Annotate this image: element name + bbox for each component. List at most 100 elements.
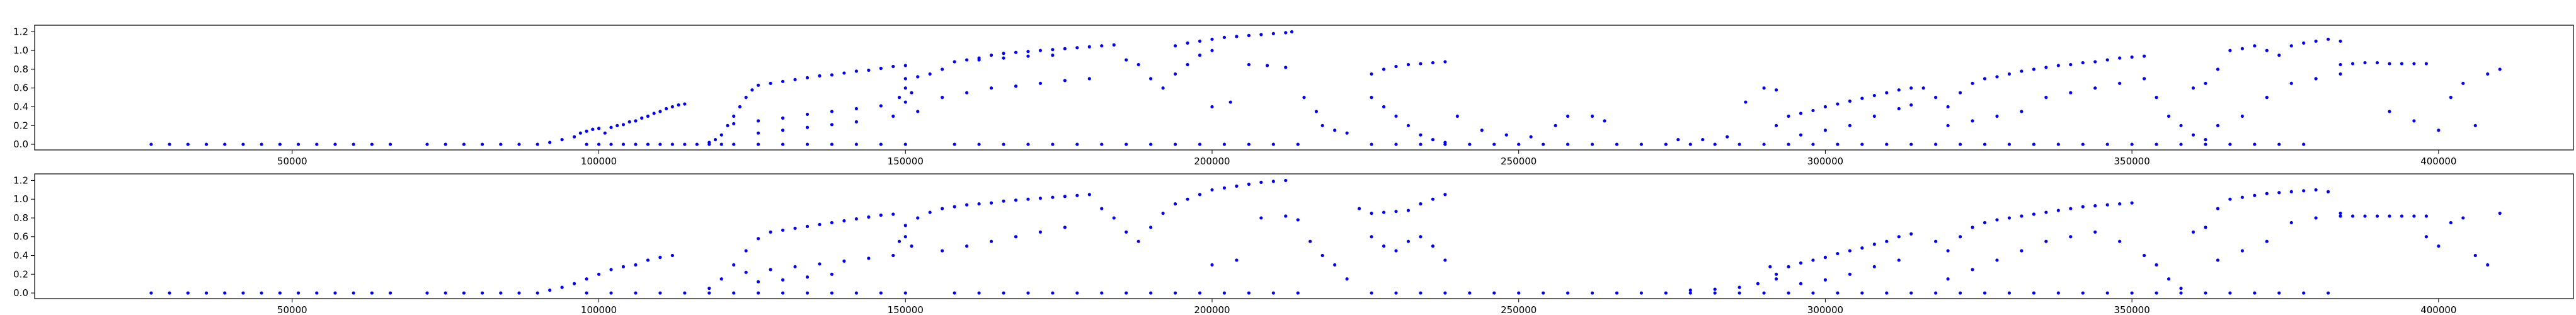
data-point [1934, 291, 1938, 295]
data-point [1946, 249, 1950, 253]
data-point [1443, 142, 1447, 146]
data-point [2204, 142, 2207, 146]
data-point [2412, 214, 2416, 218]
data-point [1971, 226, 1974, 229]
data-point [2400, 214, 2404, 218]
data-point [535, 291, 539, 295]
data-point [903, 64, 907, 67]
data-point [2093, 230, 2097, 234]
data-point [1228, 100, 1232, 104]
data-point [2105, 58, 2109, 62]
data-point [2228, 49, 2232, 52]
data-point [891, 114, 895, 118]
data-point [1063, 195, 1067, 198]
data-point [818, 74, 821, 77]
data-point [1971, 81, 1974, 85]
data-point [652, 112, 656, 115]
data-point [781, 142, 785, 146]
data-point [683, 102, 687, 106]
data-point [879, 142, 883, 146]
data-point [609, 268, 613, 272]
data-point [1419, 202, 1423, 206]
data-point [2069, 91, 2073, 94]
data-point [830, 291, 834, 295]
data-point [634, 119, 638, 123]
data-point [695, 142, 699, 146]
data-point [425, 142, 429, 146]
x-tick-label: 100000 [581, 156, 617, 167]
data-point [560, 138, 564, 142]
data-point [1885, 291, 1889, 295]
data-point [1823, 278, 1828, 282]
data-point [597, 142, 601, 146]
data-point [1075, 142, 1079, 146]
data-point [634, 142, 638, 146]
data-point [2473, 253, 2477, 258]
data-point [2424, 214, 2428, 218]
data-point [805, 112, 810, 117]
data-point [1370, 142, 1373, 146]
data-point [1075, 193, 1079, 197]
data-point [738, 105, 742, 109]
data-point [388, 142, 392, 146]
data-point [1149, 77, 1153, 81]
data-point [204, 142, 209, 146]
data-point [315, 142, 319, 146]
data-point [1701, 138, 1705, 142]
data-point [1259, 33, 1263, 37]
data-point [1002, 142, 1005, 146]
data-point [2314, 39, 2318, 43]
data-point [1823, 105, 1828, 109]
data-point [757, 131, 760, 135]
data-point [867, 68, 871, 72]
data-point [1958, 291, 1962, 295]
y-tick-label: 0.6 [13, 231, 28, 243]
data-point [965, 203, 969, 207]
data-point [830, 73, 834, 77]
data-point [1468, 291, 1472, 295]
data-point [1394, 64, 1398, 69]
data-point [854, 142, 858, 146]
data-point [1639, 291, 1643, 295]
data-point [2228, 197, 2232, 201]
data-point [2449, 96, 2453, 100]
axes-frame [34, 25, 2574, 151]
x-tick-label: 250000 [1501, 156, 1537, 167]
data-point [1737, 285, 1741, 289]
x-tick-label: 50000 [277, 304, 307, 315]
data-point [1909, 86, 1913, 90]
data-point [1774, 272, 1778, 276]
data-point [1051, 195, 1055, 199]
data-point [585, 129, 588, 133]
data-point [1615, 291, 1619, 295]
data-point [1860, 142, 1864, 146]
data-point [977, 291, 981, 295]
data-point [1995, 75, 1999, 79]
data-point [1737, 291, 1741, 295]
data-point [640, 116, 644, 120]
data-point [1958, 235, 1962, 239]
data-point [732, 263, 736, 267]
data-point [1934, 239, 1938, 243]
data-point [2240, 249, 2244, 253]
data-point [1370, 96, 1373, 100]
data-point [744, 249, 748, 253]
data-point [1958, 142, 1962, 146]
data-point [1713, 287, 1717, 291]
data-point [1995, 258, 1999, 262]
data-point [615, 123, 619, 127]
data-point [1860, 96, 1864, 100]
data-point [2265, 192, 2269, 195]
x-tick-label: 250000 [1501, 304, 1537, 315]
data-point [1946, 123, 1950, 127]
data-point [1382, 210, 1386, 214]
data-point [2375, 60, 2379, 65]
data-point [2265, 239, 2269, 243]
data-point [296, 291, 301, 295]
data-point [830, 142, 834, 146]
x-tick-label: 100000 [581, 304, 617, 315]
data-point [805, 275, 810, 279]
data-point [2093, 60, 2097, 64]
data-point [879, 291, 883, 295]
data-point [2167, 277, 2171, 281]
